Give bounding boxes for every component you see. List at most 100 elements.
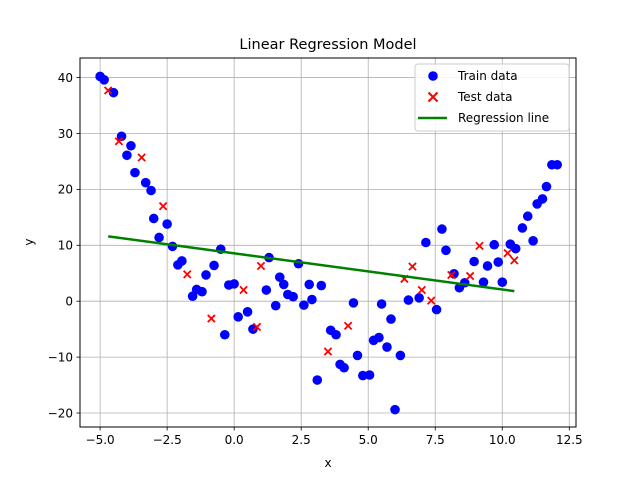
x-tick-label: 12.5 (556, 433, 583, 447)
x-tick-label: −2.5 (153, 433, 182, 447)
test-point-stroke (323, 347, 333, 356)
regression-line (107, 235, 515, 293)
y-tick-label: 20 (58, 183, 73, 197)
train-point (390, 404, 400, 415)
train-point (517, 223, 528, 233)
test-point-stroke (239, 285, 248, 295)
train-point (197, 286, 207, 297)
test-point (510, 256, 519, 265)
train-point (541, 181, 552, 192)
train-point (528, 236, 538, 246)
test-point (503, 248, 512, 258)
train-point (374, 332, 384, 343)
test-point (475, 241, 484, 251)
test-point (137, 153, 146, 162)
train-point (469, 256, 479, 267)
train-point (261, 285, 272, 295)
train-point (364, 370, 375, 380)
y-tick-label: 0 (65, 295, 73, 309)
train-point (229, 279, 239, 289)
train-point (421, 237, 431, 248)
train-point (331, 329, 341, 340)
y-tick-label: −10 (48, 350, 73, 364)
y-tick-label: 30 (58, 127, 73, 141)
test-point (103, 86, 113, 95)
x-tick-label: 10.0 (489, 433, 516, 447)
test-point (183, 270, 192, 279)
train-point (352, 350, 363, 361)
test-point-stroke (114, 137, 124, 146)
train-point (441, 245, 451, 256)
train-point (489, 239, 500, 250)
test-point-stroke (475, 241, 484, 251)
train-point (437, 224, 447, 234)
train-point (478, 277, 489, 287)
train-point (248, 324, 258, 334)
train-point (376, 299, 387, 309)
test-point-stroke (503, 248, 512, 258)
test-point-stroke (510, 256, 519, 265)
legend: Train data Test data Regression line (414, 63, 570, 132)
plot-data (95, 71, 563, 415)
train-point (316, 280, 327, 291)
test-point (408, 262, 417, 271)
train-point (348, 298, 359, 308)
train-point (209, 260, 219, 271)
test-point-stroke (417, 285, 427, 295)
axis-ticks: −5.0 −2.5 0.0 2.5 5.0 7.5 10.0 12.5 −20 −10 0 10 20 3… (48, 71, 583, 447)
train-point (522, 211, 533, 222)
train-point (148, 213, 159, 224)
train-point (307, 294, 317, 305)
test-point (256, 261, 266, 271)
test-point (207, 314, 216, 323)
test-point (114, 137, 124, 146)
legend-train-marker (428, 71, 438, 81)
test-point-stroke (183, 270, 192, 279)
test-point-stroke (158, 201, 168, 211)
y-tick-label: 10 (58, 239, 73, 253)
chart-title: Linear Regression Model (239, 37, 416, 53)
legend-train-label: Train data (457, 69, 518, 83)
test-point (465, 271, 475, 281)
train-point (242, 307, 253, 317)
x-axis-label: x (324, 456, 331, 470)
train-point (140, 177, 151, 188)
test-point-stroke (207, 314, 216, 323)
train-point (299, 300, 309, 310)
test-point-stroke (343, 321, 353, 331)
test-point (239, 285, 248, 295)
train-point (339, 362, 349, 373)
train-point (122, 150, 132, 161)
test-point (343, 321, 353, 331)
train-point (278, 279, 289, 290)
x-tick-label: 7.5 (426, 433, 445, 447)
train-point (510, 243, 521, 254)
train-point (537, 194, 548, 204)
train-point (116, 131, 127, 142)
train-point (201, 270, 211, 280)
x-tick-label: −5.0 (86, 433, 115, 447)
train-point (130, 167, 140, 178)
train-point (482, 261, 493, 271)
x-tick-label: 0.0 (225, 433, 244, 447)
test-point-stroke (465, 271, 475, 281)
legend-regression-label: Regression line (458, 111, 549, 125)
train-point (233, 312, 243, 322)
train-point (288, 291, 298, 302)
train-point (219, 329, 230, 340)
train-point (386, 314, 396, 324)
test-point (426, 296, 436, 305)
plot-frame (79, 57, 577, 428)
train-point (552, 159, 563, 170)
train-point (274, 272, 285, 282)
train-point (395, 350, 406, 361)
train-point (270, 300, 281, 311)
test-point-stroke (408, 262, 417, 271)
train-point (154, 232, 164, 243)
train-point (177, 256, 187, 266)
test-point-stroke (103, 86, 113, 95)
train-point (431, 304, 442, 315)
test-point (323, 347, 333, 356)
train-point (414, 293, 424, 303)
